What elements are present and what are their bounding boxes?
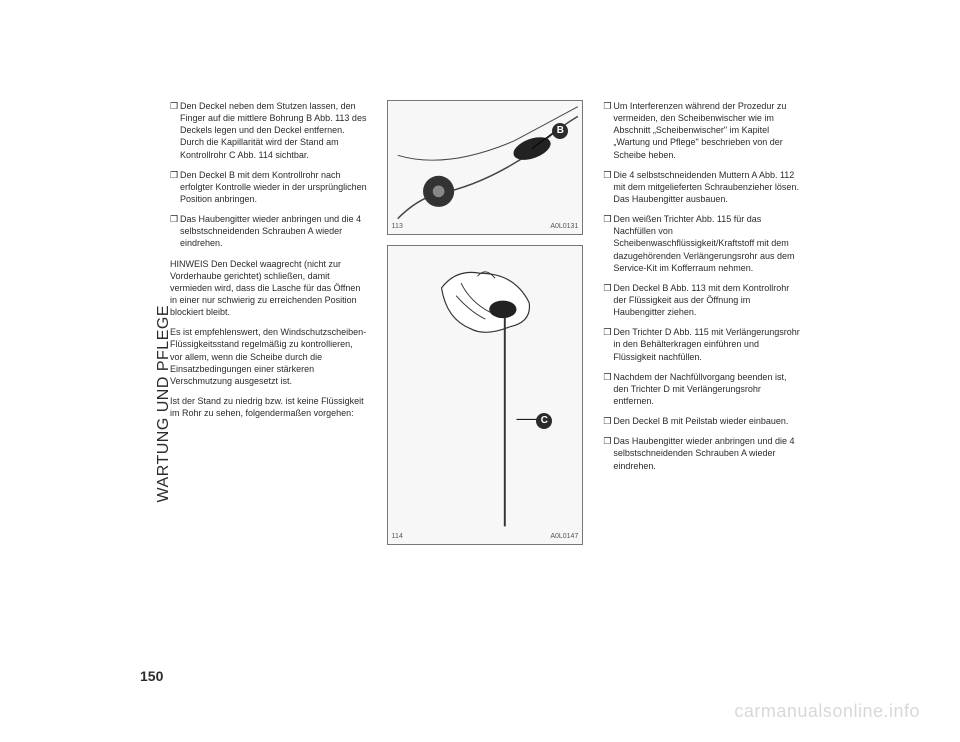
bullet-mark: ❒	[603, 169, 613, 205]
bullet-item: ❒ Die 4 selbstschneidenden Muttern A Abb…	[603, 169, 800, 205]
bullet-text: Den Deckel B mit dem Kontrollrohr nach e…	[180, 169, 367, 205]
bullet-mark: ❒	[170, 213, 180, 249]
bullet-text: Das Haubengitter wieder anbringen und di…	[180, 213, 367, 249]
bullet-text: Um Interferenzen während der Prozedur zu…	[613, 100, 800, 161]
bullet-mark: ❒	[603, 213, 613, 274]
bullet-mark: ❒	[170, 169, 180, 205]
bullet-mark: ❒	[603, 282, 613, 318]
bullet-text: Den Deckel B Abb. 113 mit dem Kontrollro…	[613, 282, 800, 318]
watermark: carmanualsonline.info	[734, 701, 920, 722]
bullet-mark: ❒	[603, 326, 613, 362]
bullet-item: ❒ Den Deckel B Abb. 113 mit dem Kontroll…	[603, 282, 800, 318]
bullet-text: Den weißen Trichter Abb. 115 für das Nac…	[613, 213, 800, 274]
figure-number: 114	[392, 532, 403, 541]
bullet-item: ❒ Den Deckel B mit dem Kontrollrohr nach…	[170, 169, 367, 205]
bullet-text: Die 4 selbstschneidenden Muttern A Abb. …	[613, 169, 800, 205]
page-number: 150	[140, 668, 163, 684]
bullet-item: ❒ Das Haubengitter wieder anbringen und …	[170, 213, 367, 249]
figure-code: A0L0147	[550, 532, 578, 541]
bullet-mark: ❒	[603, 415, 613, 427]
bullet-item: ❒ Nachdem der Nachfüllvorgang beenden is…	[603, 371, 800, 407]
bullet-item: ❒ Das Haubengitter wieder anbringen und …	[603, 435, 800, 471]
figure-113: B 113 A0L0131	[387, 100, 584, 235]
bullet-item: ❒ Den Deckel B mit Peilstab wieder einba…	[603, 415, 800, 427]
bullet-item: ❒ Um Interferenzen während der Prozedur …	[603, 100, 800, 161]
bullet-mark: ❒	[603, 100, 613, 161]
figure-114: C 114 A0L0147	[387, 245, 584, 545]
bullet-mark: ❒	[603, 371, 613, 407]
bullet-text: Das Haubengitter wieder anbringen und di…	[613, 435, 800, 471]
figure-number: 113	[392, 222, 403, 231]
bullet-mark: ❒	[170, 100, 180, 161]
figure-113-svg	[388, 101, 583, 234]
figure-code: A0L0131	[550, 222, 578, 231]
figure-114-svg	[388, 246, 583, 544]
paragraph: Es ist empfehlenswert, den Windschutzsch…	[170, 326, 367, 387]
column-3: ❒ Um Interferenzen während der Prozedur …	[603, 100, 800, 655]
paragraph: Ist der Stand zu niedrig bzw. ist keine …	[170, 395, 367, 419]
bullet-mark: ❒	[603, 435, 613, 471]
bullet-text: Den Deckel B mit Peilstab wieder einbaue…	[613, 415, 800, 427]
page-body: ❒ Den Deckel neben dem Stutzen lassen, d…	[170, 100, 800, 655]
bullet-item: ❒ Den Trichter D Abb. 115 mit Verlängeru…	[603, 326, 800, 362]
bullet-text: Nachdem der Nachfüllvorgang beenden ist,…	[613, 371, 800, 407]
column-2: B 113 A0L0131 C 114 A0L0147	[387, 100, 584, 655]
bullet-item: ❒ Den weißen Trichter Abb. 115 für das N…	[603, 213, 800, 274]
paragraph: HINWEIS Den Deckel waagrecht (nicht zur …	[170, 258, 367, 319]
bullet-text: Den Deckel neben dem Stutzen lassen, den…	[180, 100, 367, 161]
column-1: ❒ Den Deckel neben dem Stutzen lassen, d…	[170, 100, 367, 655]
bullet-text: Den Trichter D Abb. 115 mit Verlängerung…	[613, 326, 800, 362]
bullet-item: ❒ Den Deckel neben dem Stutzen lassen, d…	[170, 100, 367, 161]
